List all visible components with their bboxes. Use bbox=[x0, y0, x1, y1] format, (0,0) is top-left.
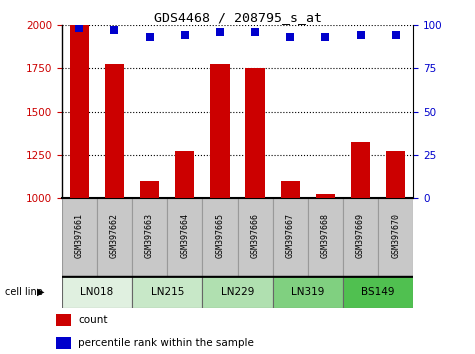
Text: cell line: cell line bbox=[5, 287, 42, 297]
Text: GSM397664: GSM397664 bbox=[180, 213, 189, 258]
Text: count: count bbox=[78, 315, 108, 325]
Bar bbox=[202, 198, 238, 276]
Text: LN229: LN229 bbox=[221, 287, 254, 297]
Bar bbox=[308, 198, 343, 276]
Bar bbox=[105, 64, 124, 198]
Bar bbox=[62, 198, 97, 276]
Title: GDS4468 / 208795_s_at: GDS4468 / 208795_s_at bbox=[153, 11, 322, 24]
Bar bbox=[273, 276, 343, 308]
Text: LN018: LN018 bbox=[80, 287, 114, 297]
Point bbox=[181, 32, 189, 38]
Bar bbox=[70, 25, 89, 198]
Bar bbox=[62, 276, 132, 308]
Point bbox=[357, 32, 364, 38]
Point bbox=[286, 34, 294, 40]
Text: GSM397662: GSM397662 bbox=[110, 213, 119, 258]
Bar bbox=[56, 337, 71, 349]
Bar bbox=[175, 150, 194, 198]
Bar bbox=[202, 276, 273, 308]
Point bbox=[251, 29, 259, 35]
Point bbox=[392, 32, 399, 38]
Bar bbox=[132, 198, 167, 276]
Text: GSM397670: GSM397670 bbox=[391, 213, 400, 258]
Bar bbox=[343, 276, 413, 308]
Text: GSM397669: GSM397669 bbox=[356, 213, 365, 258]
Bar bbox=[246, 68, 265, 198]
Bar bbox=[351, 142, 370, 198]
Bar bbox=[343, 198, 378, 276]
Bar bbox=[167, 198, 202, 276]
Bar bbox=[273, 198, 308, 276]
Text: GSM397667: GSM397667 bbox=[286, 213, 294, 258]
Point bbox=[111, 27, 118, 33]
Point bbox=[322, 34, 329, 40]
Text: LN215: LN215 bbox=[151, 287, 184, 297]
Bar bbox=[210, 64, 229, 198]
Text: GSM397665: GSM397665 bbox=[216, 213, 224, 258]
Bar bbox=[140, 181, 159, 198]
Bar bbox=[386, 150, 405, 198]
Point bbox=[146, 34, 153, 40]
Bar bbox=[281, 181, 300, 198]
Bar bbox=[316, 194, 335, 198]
Text: percentile rank within the sample: percentile rank within the sample bbox=[78, 338, 254, 348]
Bar bbox=[378, 198, 413, 276]
Text: LN319: LN319 bbox=[291, 287, 324, 297]
Text: GSM397661: GSM397661 bbox=[75, 213, 84, 258]
Point bbox=[76, 25, 83, 31]
Bar bbox=[97, 198, 132, 276]
Text: GSM397668: GSM397668 bbox=[321, 213, 330, 258]
Bar bbox=[132, 276, 202, 308]
Text: GSM397666: GSM397666 bbox=[251, 213, 259, 258]
Text: BS149: BS149 bbox=[361, 287, 395, 297]
Text: ▶: ▶ bbox=[37, 287, 44, 297]
Bar bbox=[238, 198, 273, 276]
Point bbox=[216, 29, 224, 35]
Bar bbox=[56, 314, 71, 326]
Text: GSM397663: GSM397663 bbox=[145, 213, 154, 258]
